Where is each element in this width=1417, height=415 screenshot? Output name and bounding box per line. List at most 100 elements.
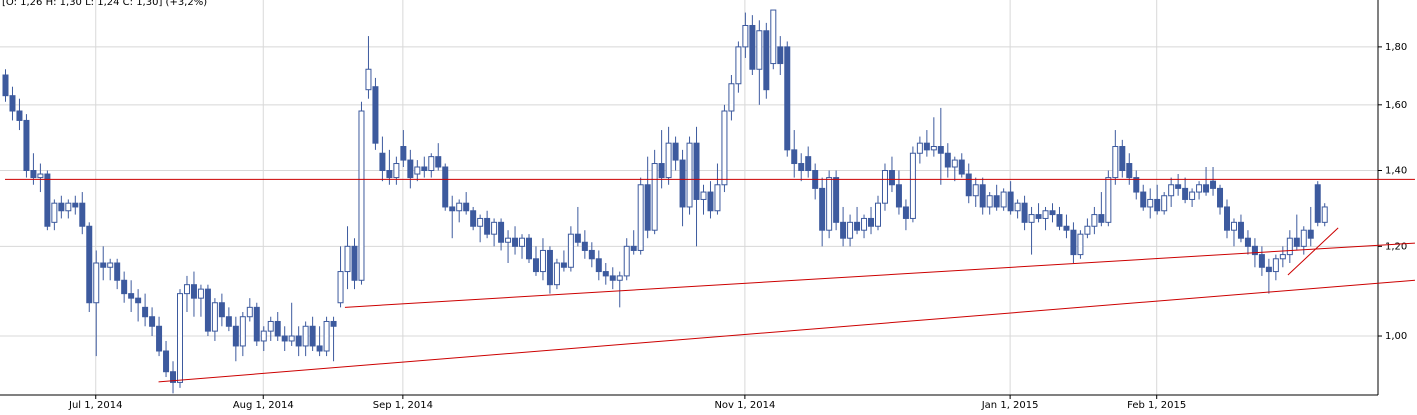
candle-body [156,325,163,352]
candle-body [1230,221,1237,231]
candle-body [337,271,344,304]
candle-body [1133,177,1140,193]
candle-body [1314,184,1321,223]
candle-body [833,177,840,223]
candle-body [295,335,302,347]
candle-body [1182,187,1189,200]
candle-body [225,316,232,327]
candle-body [37,173,44,179]
candle-body [1000,191,1007,208]
y-tick-label: 1,60 [1385,100,1407,111]
candle-body [1112,146,1119,179]
candle-body [1140,191,1147,208]
candle-body [93,262,100,304]
candle-body [456,202,463,212]
candle-body [1063,225,1070,231]
candle-body [44,173,51,227]
candle-body [365,68,372,91]
candle-body [386,170,393,179]
candle-body [861,217,868,231]
candle-body [602,271,609,277]
candle-body [218,302,225,318]
candle-body [819,187,826,231]
candle-body [665,142,672,179]
candle-body [532,258,539,273]
trend-line [344,242,1415,308]
candle-body [1091,214,1098,227]
candle-body [770,9,777,65]
candle-body [274,320,281,337]
candle-body [1126,163,1133,179]
candle-body [1279,254,1286,260]
candle-body [302,325,309,347]
candle-body [902,206,909,219]
candle-body [58,202,65,212]
candle-body [847,221,854,239]
candle-body [1168,184,1175,197]
candle-body [784,46,791,151]
candle-body [1258,254,1265,268]
x-tick-label: Sep 1, 2014 [373,400,433,411]
candle-body [1224,206,1230,231]
candle-body [644,184,651,231]
candle-body [1035,214,1042,219]
candle-body [777,46,784,65]
candle-body [379,152,386,172]
candle-body [728,83,735,112]
candle-body [204,288,211,332]
candle-body [854,221,861,231]
candle-body [937,146,944,154]
candle-body [470,210,477,227]
candle-body [1098,214,1105,223]
y-tick-label: 1,20 [1385,241,1407,252]
candle-body [1077,233,1084,256]
candle-body [756,30,763,70]
candle-body [560,262,567,268]
candle-body [393,163,400,179]
candle-body [553,262,560,286]
candle-body [965,173,972,197]
candle-body [1014,202,1021,212]
candle-body [721,110,728,186]
trend-line [1287,227,1339,276]
candle-body [1203,184,1210,193]
candle-body [449,206,456,212]
candle-body [1196,184,1203,193]
candle-body [1147,198,1154,208]
candle-body [51,202,58,223]
candle-body [414,166,421,175]
candle-body [637,184,644,251]
candle-body [658,163,665,179]
candle-body [400,146,407,161]
candle-body [1056,214,1063,227]
candle-body [16,110,23,121]
candle-body [519,237,526,247]
candle-body [763,30,770,91]
candle-body [791,149,798,165]
candle-body [1007,191,1014,212]
candle-body [288,335,295,342]
candle-body [512,237,519,247]
candle-body [30,170,37,179]
candle-body [1049,210,1056,216]
candle-body [686,142,693,208]
candle-body [232,325,239,347]
candle-body [1070,229,1077,256]
candle-body [840,221,847,239]
candle-body [595,258,602,273]
candle-body [114,262,121,281]
x-tick-label: Nov 1, 2014 [714,400,775,411]
y-tick-label: 1,80 [1385,42,1407,53]
candle-body [281,335,288,342]
candle-body [79,202,86,227]
candle-body [239,316,246,347]
candle-body [142,306,149,318]
candle-body [428,156,435,172]
candle-body [1237,221,1244,239]
candle-body [407,159,414,179]
candle-body [609,275,616,281]
candle-body [979,184,986,208]
candle-body [881,170,888,204]
candle-body [651,163,658,231]
